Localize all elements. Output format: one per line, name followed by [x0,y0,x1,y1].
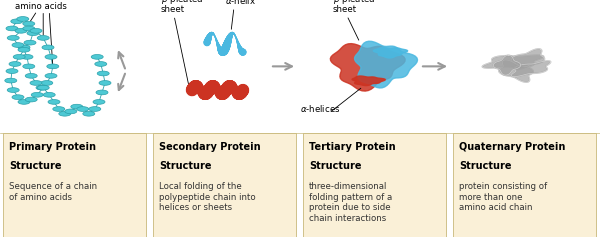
Polygon shape [482,55,544,68]
Circle shape [99,81,111,85]
Circle shape [25,97,37,102]
Text: $\alpha$-helices: $\alpha$-helices [300,103,340,114]
Text: Primary Protein: Primary Protein [9,142,96,152]
Circle shape [6,26,18,31]
Polygon shape [493,55,521,75]
Circle shape [37,85,49,90]
Text: $\alpha$-helix: $\alpha$-helix [225,0,256,6]
Circle shape [5,78,17,83]
Circle shape [12,95,24,100]
Circle shape [47,64,59,69]
Circle shape [71,104,83,109]
Circle shape [7,88,19,92]
Text: Structure: Structure [309,161,361,171]
Text: Sequence of a chain
of amino acids: Sequence of a chain of amino acids [9,182,97,202]
Circle shape [23,21,35,26]
Text: Secondary Protein: Secondary Protein [159,142,260,152]
Circle shape [48,100,60,104]
Text: sheet: sheet [333,5,357,14]
FancyBboxPatch shape [453,133,596,237]
Circle shape [83,111,95,116]
Circle shape [96,90,108,95]
Circle shape [31,92,43,97]
Polygon shape [511,49,545,70]
Circle shape [59,111,71,116]
Circle shape [15,28,27,33]
Circle shape [30,81,42,85]
Circle shape [30,28,42,33]
Text: Structure: Structure [159,161,212,171]
Circle shape [97,71,109,76]
Circle shape [89,107,101,111]
FancyBboxPatch shape [153,133,296,237]
Circle shape [95,62,107,66]
Polygon shape [373,47,407,58]
Text: protein consisting of
more than one
amino acid chain: protein consisting of more than one amin… [459,182,547,212]
Text: sheet: sheet [161,5,185,14]
Circle shape [65,109,77,114]
Circle shape [18,47,30,52]
Circle shape [36,85,48,90]
Circle shape [27,31,39,36]
Circle shape [17,17,29,21]
Circle shape [6,69,18,73]
FancyBboxPatch shape [303,133,446,237]
Circle shape [18,45,30,50]
Circle shape [21,55,33,59]
Polygon shape [352,76,385,86]
Circle shape [23,64,35,69]
Circle shape [24,40,36,45]
Circle shape [18,100,30,104]
Circle shape [91,55,103,59]
Circle shape [25,73,37,78]
Polygon shape [355,41,418,88]
Text: $\beta$-pleated: $\beta$-pleated [161,0,203,6]
Circle shape [11,19,23,24]
Text: Structure: Structure [459,161,511,171]
Text: Tertiary Protein: Tertiary Protein [309,142,395,152]
FancyBboxPatch shape [3,133,146,237]
Circle shape [23,26,35,31]
Text: Structure: Structure [9,161,62,171]
Circle shape [41,81,53,85]
Polygon shape [331,44,405,91]
Circle shape [7,36,19,40]
Circle shape [45,55,57,59]
Circle shape [9,62,21,66]
Circle shape [77,107,89,111]
Circle shape [93,100,105,104]
Text: amino acids: amino acids [15,2,67,11]
Text: $\beta$-pleated: $\beta$-pleated [333,0,376,6]
Text: Local folding of the
polypeptide chain into
helices or sheets: Local folding of the polypeptide chain i… [159,182,256,212]
Circle shape [42,45,54,50]
Circle shape [37,36,49,40]
Circle shape [45,73,57,78]
Circle shape [13,55,25,59]
Polygon shape [499,60,533,82]
Circle shape [12,43,24,47]
Text: three-dimensional
folding pattern of a
protein due to side
chain interactions: three-dimensional folding pattern of a p… [309,182,392,223]
Text: Quaternary Protein: Quaternary Protein [459,142,565,152]
Circle shape [53,107,65,111]
Polygon shape [511,61,551,77]
Circle shape [43,92,55,97]
